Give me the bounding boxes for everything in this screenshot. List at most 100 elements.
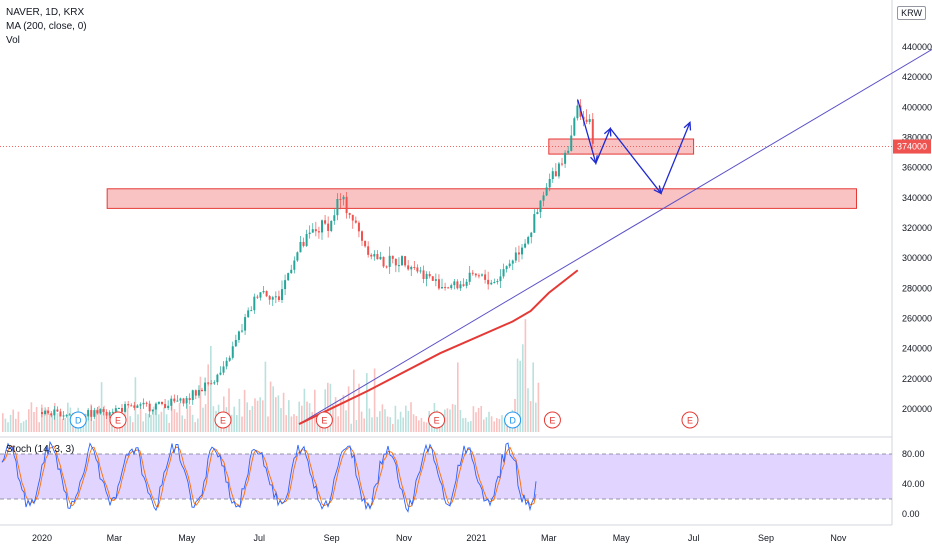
volume-bar [59, 414, 61, 432]
volume-bar [384, 409, 386, 432]
candle-body [108, 412, 111, 416]
volume-bar [290, 416, 293, 432]
candle-body [431, 276, 434, 281]
candle-body [336, 198, 339, 216]
volume-bar [7, 422, 9, 432]
price-tick-label: 260000 [902, 314, 932, 324]
volume-bar [498, 418, 501, 432]
candle-body [561, 163, 564, 165]
candle-body [367, 246, 370, 255]
time-tick-label: Mar [541, 533, 557, 543]
candle-body [290, 269, 293, 274]
time-tick-label: Jul [688, 533, 700, 543]
volume-bar [301, 405, 303, 432]
symbol-line[interactable]: NAVER, 1D, KRX [6, 7, 85, 18]
volume-bar [25, 419, 27, 432]
candle-body [127, 404, 130, 406]
candle-body [201, 389, 204, 392]
volume-bar [28, 409, 30, 432]
vol-line[interactable]: Vol [6, 35, 20, 46]
price-tick-label: 400000 [902, 102, 932, 112]
candle-body [382, 256, 385, 267]
candle-body [533, 214, 536, 233]
candle-body [530, 232, 533, 238]
candle-body [554, 171, 557, 177]
candle-body [105, 411, 108, 416]
volume-bar [425, 422, 428, 432]
candle-body [213, 382, 216, 384]
candle-body [324, 220, 327, 224]
candle-body [210, 383, 213, 385]
volume-bar [142, 421, 144, 432]
volume-bar [501, 415, 503, 432]
candle-body [357, 222, 360, 232]
stoch-legend[interactable]: Stoch (14, 3, 3) [6, 444, 75, 455]
volume-bar [64, 418, 66, 432]
price-tick-label: 220000 [902, 374, 932, 384]
candle-body [56, 409, 59, 412]
volume-bar [488, 411, 490, 432]
candle-body [364, 240, 367, 247]
event-marker [543, 411, 561, 429]
volume-bar [264, 361, 267, 432]
candle-body [401, 256, 404, 266]
event-marker [428, 411, 446, 429]
candle-body [468, 272, 471, 282]
candle-body [345, 196, 348, 214]
event-marker-label: E [434, 416, 440, 426]
candle-body [182, 398, 185, 404]
volume-bar [490, 416, 493, 432]
candle-body [197, 389, 200, 396]
candle-body [481, 274, 484, 276]
volume-bar [246, 402, 248, 432]
volume-bar [314, 389, 316, 432]
candle-body [385, 266, 388, 268]
volume-bar [95, 409, 98, 432]
resistance-zone [106, 188, 858, 209]
price-tick-label: 300000 [902, 253, 932, 263]
candle-body [262, 291, 265, 293]
stoch-tick-label: 0.00 [902, 509, 920, 519]
volume-bar [407, 410, 410, 432]
volume-bar [139, 404, 142, 432]
candle-body [456, 281, 459, 289]
volume-bar [524, 319, 527, 432]
candle-body [154, 403, 157, 410]
time-tick-label: Jul [253, 533, 265, 543]
volume-bar [181, 415, 183, 432]
candle-body [142, 402, 145, 405]
volume-bar [184, 418, 186, 432]
volume-bar [256, 400, 259, 432]
volume-bar [132, 422, 134, 432]
volume-bar [30, 402, 33, 432]
candle-body [370, 254, 373, 257]
volume-bar [454, 404, 456, 432]
volume-bar [176, 412, 178, 432]
volume-bar [191, 414, 194, 432]
volume-bar [43, 410, 46, 432]
volume-bar [462, 418, 464, 432]
volume-bar [147, 413, 150, 432]
volume-bar [345, 410, 347, 432]
volume-bar [475, 412, 477, 432]
volume-bar [204, 404, 207, 432]
candle-body [339, 198, 342, 200]
candle-body [93, 410, 96, 417]
candle-body [99, 409, 102, 414]
candle-body [536, 212, 539, 215]
price-tick-label: 340000 [902, 193, 932, 203]
candle-body [542, 195, 545, 201]
volume-bar [165, 414, 168, 432]
candle-body [348, 213, 351, 215]
candle-body [376, 254, 379, 260]
volume-bar [160, 411, 163, 432]
volume-bar [371, 417, 373, 432]
volume-bar [535, 402, 537, 432]
candle-body [250, 310, 253, 312]
ma-line[interactable]: MA (200, close, 0) [6, 21, 87, 32]
volume-bar [412, 414, 415, 432]
candle-body [308, 232, 311, 235]
candle-body [567, 150, 570, 153]
currency-badge[interactable]: KRW [897, 6, 926, 20]
